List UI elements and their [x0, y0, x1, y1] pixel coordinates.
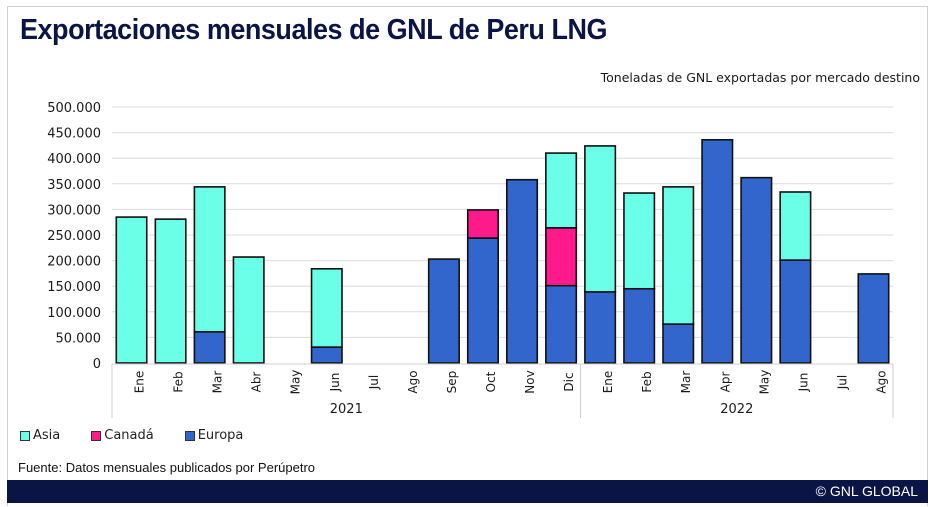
bar-stack	[584, 145, 617, 364]
bar-stack	[466, 209, 500, 364]
chart-title: Exportaciones mensuales de GNL de Peru L…	[20, 14, 607, 46]
bar-segment-asia	[584, 145, 617, 293]
bar-segment-europa	[740, 176, 773, 364]
x-tick-label: Ago	[406, 370, 420, 393]
legend-item-asia: Asia	[20, 428, 60, 443]
bar-segment-europa	[505, 178, 539, 364]
x-tick-label: Oct	[484, 371, 498, 392]
legend-swatch-europa	[184, 430, 195, 441]
bar-stack	[545, 152, 578, 364]
bar-stack	[623, 192, 656, 364]
footer-bar: © GNL GLOBAL	[7, 480, 928, 503]
bar-segment-asia	[232, 256, 265, 364]
source-note: Fuente: Datos mensuales publicados por P…	[18, 460, 316, 475]
bar-segment-europa	[193, 330, 226, 364]
legend-item-europa: Europa	[184, 428, 244, 443]
x-tick-label: Jul	[367, 375, 381, 390]
y-tick-label: 350.000	[47, 178, 101, 193]
x-tick-label: Dic	[562, 372, 576, 391]
chart-panel	[7, 6, 928, 506]
bar-segment-canada	[466, 209, 500, 239]
legend-label-europa: Europa	[197, 428, 244, 443]
bar-segment-europa	[584, 291, 617, 364]
bar-segment-asia	[662, 186, 695, 325]
bar-stack	[701, 138, 734, 364]
legend-item-canada: Canadá	[91, 428, 154, 443]
copyright-text: © GNL GLOBAL	[815, 483, 918, 499]
y-tick-label: 0	[93, 357, 101, 372]
bar-segment-europa	[466, 237, 500, 364]
bar-stack	[310, 267, 343, 364]
x-tick-label: Mar	[211, 371, 225, 394]
bar-segment-europa	[427, 258, 460, 364]
x-tick-label: Jun	[328, 373, 342, 393]
legend-swatch-canada	[91, 430, 102, 441]
legend: Asia Canadá Europa	[20, 428, 274, 443]
legend-swatch-asia	[20, 430, 30, 441]
y-tick-label: 100.000	[47, 306, 101, 321]
x-tick-label: Ago	[874, 370, 888, 393]
bar-segment-asia	[193, 186, 226, 333]
bar-stack	[115, 216, 148, 364]
x-tick-label: May	[757, 370, 771, 395]
bar-segment-europa	[857, 273, 890, 364]
x-tick-label: Mar	[679, 371, 693, 394]
y-tick-label: 500.000	[47, 101, 101, 116]
y-tick-label: 450.000	[47, 127, 101, 142]
y-tick-label: 200.000	[47, 255, 101, 270]
x-tick-label: May	[289, 370, 303, 395]
y-tick-label: 400.000	[47, 152, 101, 167]
bar-stack	[154, 218, 187, 364]
bar-stack	[740, 176, 773, 364]
bars	[115, 138, 890, 364]
x-tick-label: Feb	[640, 371, 654, 392]
bar-segment-asia	[310, 267, 343, 348]
bar-stack	[193, 186, 226, 364]
bar-segment-canada	[545, 227, 578, 287]
x-tick-label: Nov	[523, 370, 537, 393]
bar-stack	[505, 178, 539, 364]
x-tick-label: Jul	[835, 375, 849, 390]
x-tick-label: Jun	[796, 373, 810, 393]
x-tick-label: Apr	[718, 372, 732, 393]
bar-segment-europa	[779, 259, 812, 364]
x-tick-label: Feb	[172, 371, 186, 392]
bar-stack	[662, 186, 695, 364]
y-tick-label: 150.000	[47, 280, 101, 295]
gridlines	[112, 106, 893, 338]
bar-stack	[779, 191, 812, 364]
y-tick-label: 300.000	[47, 203, 101, 218]
bar-segment-europa	[310, 346, 343, 364]
chart-subtitle: Toneladas de GNL exportadas por mercado …	[600, 70, 920, 85]
bar-stack	[232, 256, 265, 364]
legend-label-canada: Canadá	[104, 428, 154, 443]
y-axis: 0 50.000 100.000 150.000 200.000 250.000 300.0…	[47, 101, 101, 372]
x-tick-label: Ene	[601, 371, 615, 394]
bar-stack	[427, 258, 460, 364]
bar-segment-europa	[701, 138, 734, 364]
x-axis: Ene Feb Mar Abr May Jun Jul Ago Sep Oct Nov Dic Ene F…	[111, 363, 894, 418]
bar-segment-asia	[545, 152, 578, 229]
bar-segment-europa	[545, 284, 578, 364]
y-tick-label: 250.000	[47, 229, 101, 244]
bar-segment-asia	[154, 218, 187, 364]
year-group-label: 2022	[720, 402, 753, 417]
bar-stack	[857, 273, 890, 364]
x-tick-label: Abr	[250, 372, 264, 393]
bar-segment-asia	[623, 192, 656, 290]
x-tick-label: Sep	[445, 371, 459, 394]
bar-segment-europa	[623, 287, 656, 364]
legend-label-asia: Asia	[33, 428, 61, 443]
y-tick-label: 50.000	[56, 331, 102, 346]
bar-segment-europa	[662, 323, 695, 364]
bar-segment-asia	[115, 216, 148, 364]
year-group-label: 2021	[330, 402, 363, 417]
bar-segment-asia	[779, 191, 812, 261]
x-tick-label: Ene	[133, 371, 147, 394]
